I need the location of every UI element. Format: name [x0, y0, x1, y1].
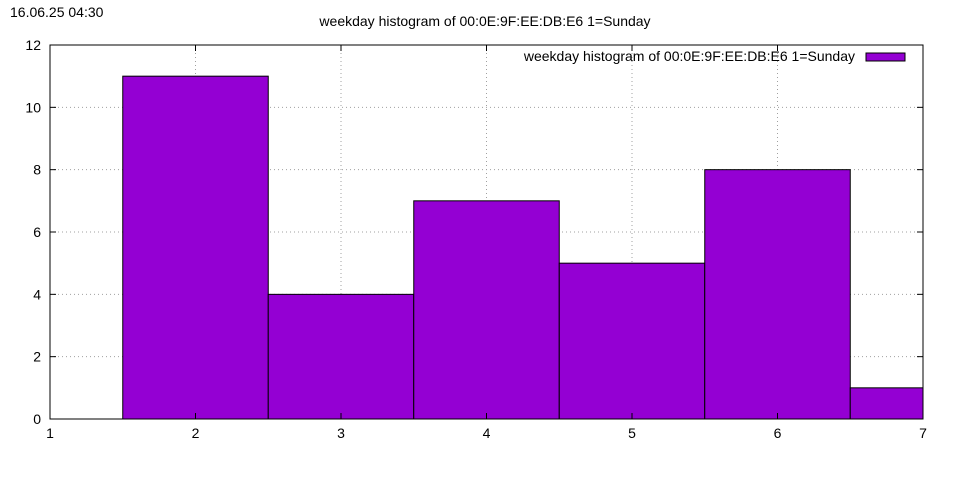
y-tick-label: 8 — [33, 162, 41, 178]
x-tick-label: 4 — [483, 425, 491, 441]
x-tick-label: 5 — [628, 425, 636, 441]
bar — [704, 169, 851, 420]
y-tick-label: 6 — [33, 224, 41, 240]
timestamp: 16.06.25 04:30 — [10, 4, 104, 20]
y-tick-label: 2 — [33, 349, 41, 365]
bar — [849, 387, 924, 420]
y-tick-label: 0 — [33, 411, 41, 427]
x-tick-label: 2 — [192, 425, 200, 441]
bar — [267, 293, 415, 420]
x-tick-label: 6 — [774, 425, 782, 441]
legend-label: weekday histogram of 00:0E:9F:EE:DB:E6 1… — [523, 48, 855, 64]
bar — [558, 262, 706, 420]
y-tick-label: 4 — [33, 286, 41, 302]
legend-swatch — [865, 52, 906, 62]
bar — [413, 200, 560, 420]
x-tick-label: 3 — [337, 425, 345, 441]
chart-title: weekday histogram of 00:0E:9F:EE:DB:E6 1… — [318, 13, 650, 29]
y-tick-label: 10 — [25, 99, 41, 115]
bar — [122, 75, 269, 420]
x-tick-label: 7 — [919, 425, 927, 441]
bars — [122, 75, 924, 420]
x-tick-label: 1 — [46, 425, 54, 441]
y-tick-label: 12 — [25, 37, 41, 53]
legend: weekday histogram of 00:0E:9F:EE:DB:E6 1… — [523, 48, 906, 64]
